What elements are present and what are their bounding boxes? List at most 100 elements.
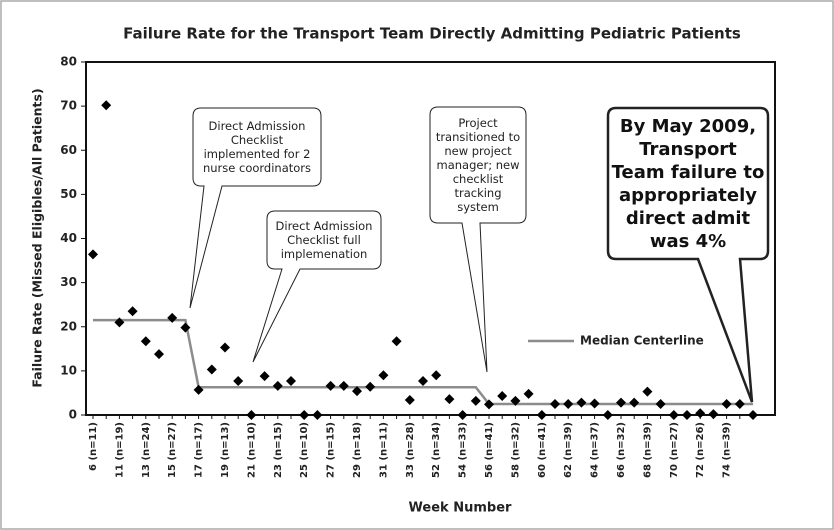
- x-tick-label: 6 (n=11): [88, 422, 99, 471]
- x-tick-label: 74 (n=39): [722, 422, 733, 478]
- annotation: Project transitioned to new project mana…: [435, 116, 521, 214]
- point: [668, 410, 679, 420]
- point: [272, 380, 283, 391]
- x-tick-label: 33 (n=28): [405, 422, 416, 478]
- point: [550, 398, 560, 409]
- x-tick-label: 13 (n=24): [141, 422, 152, 478]
- x-tick-label: 27 (n=15): [326, 422, 337, 478]
- y-tick-label: 10: [60, 363, 77, 377]
- point: [299, 410, 310, 420]
- x-tick-label: 52 (n=34): [431, 422, 442, 478]
- point: [748, 410, 758, 420]
- point: [642, 386, 653, 397]
- point: [708, 409, 719, 420]
- point: [470, 395, 481, 406]
- x-tick-label: 72 (n=26): [695, 422, 706, 478]
- point: [602, 410, 613, 420]
- annotation: By May 2009, Transport Team failure to a…: [611, 115, 765, 252]
- point: [325, 380, 336, 391]
- callout: [189, 107, 322, 309]
- callout: [606, 106, 770, 403]
- point: [589, 398, 600, 409]
- point: [180, 322, 191, 333]
- median-line: [93, 318, 753, 406]
- annotation: Direct Admission Checklist implemented f…: [202, 119, 312, 175]
- chart-title: Failure Rate for the Transport Team Dire…: [123, 25, 741, 43]
- point: [140, 336, 151, 347]
- point: [246, 410, 257, 420]
- x-tick-label: 17 (n=17): [194, 422, 205, 478]
- point: [536, 410, 547, 420]
- x-tick-label: 29 (n=18): [352, 422, 363, 478]
- callout: [429, 106, 527, 373]
- point: [655, 398, 666, 409]
- x-tick-label: 62 (n=39): [563, 422, 574, 478]
- point: [523, 388, 534, 399]
- point: [338, 380, 349, 391]
- y-tick-label: 60: [60, 143, 77, 157]
- x-tick-label: 19 (n=13): [220, 422, 231, 478]
- point: [734, 398, 745, 409]
- point: [576, 397, 587, 408]
- x-tick-label: 15 (n=27): [167, 422, 178, 478]
- point: [431, 370, 442, 381]
- point: [682, 410, 692, 420]
- y-tick-label: 50: [60, 187, 77, 201]
- point: [484, 399, 494, 410]
- point: [127, 306, 138, 317]
- x-tick-label: 54 (n=33): [458, 422, 469, 478]
- x-tick-label: 23 (n=15): [273, 422, 284, 478]
- y-tick-label: 20: [60, 319, 77, 333]
- point: [352, 386, 362, 397]
- point: [497, 391, 508, 402]
- point: [193, 384, 204, 395]
- x-tick-label: 70 (n=27): [669, 422, 680, 478]
- point: [154, 349, 164, 360]
- y-tick-label: 70: [60, 99, 77, 113]
- point: [721, 398, 732, 409]
- point: [378, 370, 389, 381]
- x-tick-label: 25 (n=10): [299, 422, 310, 478]
- point: [88, 249, 98, 260]
- x-tick-label: 66 (n=32): [616, 422, 627, 478]
- y-tick-label: 80: [60, 55, 77, 69]
- x-tick-label: 56 (n=41): [484, 422, 495, 478]
- point: [114, 317, 125, 328]
- x-tick-label: 31 (n=11): [378, 422, 389, 478]
- y-tick-label: 0: [69, 408, 77, 422]
- point: [220, 342, 230, 353]
- annotation: Direct Admission Checklist full implemen…: [275, 219, 373, 261]
- point: [510, 395, 521, 406]
- point: [404, 394, 415, 405]
- point: [444, 394, 455, 405]
- x-axis-label: Week Number: [409, 501, 512, 516]
- point: [391, 336, 402, 347]
- point: [365, 381, 376, 392]
- x-tick-label: 58 (n=32): [510, 422, 521, 478]
- point: [259, 371, 270, 382]
- point: [206, 364, 217, 375]
- point: [563, 398, 574, 409]
- x-tick-label: 60 (n=41): [537, 422, 548, 478]
- x-tick-label: 64 (n=37): [590, 422, 601, 478]
- point: [457, 410, 468, 420]
- point: [286, 376, 296, 387]
- y-tick-label: 30: [60, 275, 77, 289]
- callout: [252, 210, 382, 363]
- x-tick-label: 21 (n=10): [246, 422, 257, 478]
- point: [695, 408, 706, 419]
- y-axis-label: Failure Rate (Missed Eligibles/All Patie…: [30, 88, 45, 387]
- point: [418, 376, 428, 387]
- point: [233, 376, 244, 387]
- point: [616, 397, 626, 408]
- point: [167, 312, 178, 323]
- x-tick-label: 11 (n=19): [114, 422, 125, 478]
- point: [629, 397, 640, 408]
- x-tick-label: 68 (n=39): [642, 422, 653, 478]
- point: [101, 100, 112, 111]
- y-tick-label: 40: [60, 231, 77, 245]
- legend-label: Median Centerline: [580, 334, 704, 348]
